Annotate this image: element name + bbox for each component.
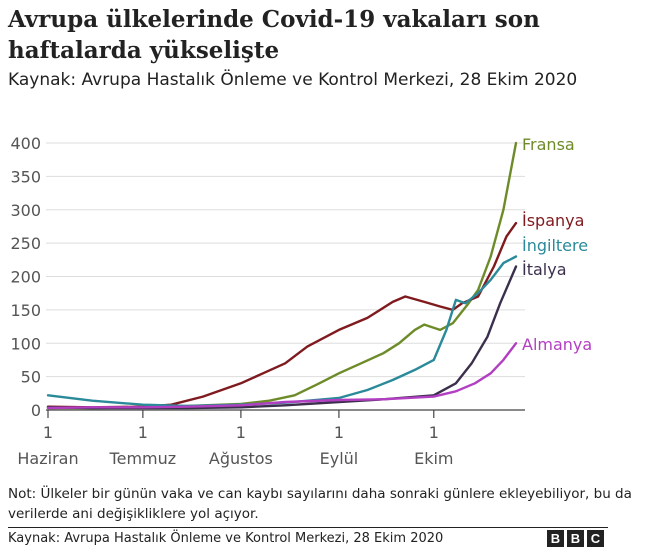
bbc-logo-block: C: [587, 530, 604, 547]
series-label: Fransa: [522, 135, 575, 154]
x-tick-month: Haziran: [17, 449, 78, 468]
x-tick-day: 1: [138, 423, 148, 442]
x-axis: 1 Haziran 1 Temmuz 1 Ağustos 1 Eylül 1 Ekim: [17, 410, 453, 468]
x-tick-month: Ağustos: [209, 449, 273, 468]
series-label: İspanya: [522, 211, 584, 230]
x-tick-day: 1: [334, 423, 344, 442]
grid-lines: [46, 142, 525, 411]
series-line-almanya: [46, 342, 518, 410]
y-tick-label: 100: [10, 334, 41, 353]
series-label: İtalya: [522, 260, 567, 279]
series-labels: Fransa İspanya İngiltere İtalya Almanya: [522, 135, 592, 354]
x-tick-month: Ekim: [414, 449, 453, 468]
y-tick-label: 50: [21, 368, 41, 387]
x-tick-day: 1: [429, 423, 439, 442]
chart-title: Avrupa ülkelerinde Covid-19 vakaları son…: [8, 6, 540, 64]
footnote: Not: Ülkeler bir günün vaka ve can kaybı…: [8, 486, 632, 522]
series-line-i̇talya: [46, 265, 518, 410]
series-line-i̇spanya: [46, 221, 518, 409]
x-tick-month: Temmuz: [109, 449, 177, 468]
x-tick-day: 1: [43, 423, 53, 442]
series-line-fransa: [46, 141, 518, 410]
line-chart: 0 50 100 150 200 250 300 350 400 1 Haziran 1 Temmuz…: [10, 134, 592, 468]
y-tick-label: 350: [10, 167, 41, 186]
footer-divider: [8, 527, 608, 528]
series-label: İngiltere: [522, 236, 588, 255]
y-tick-label: 400: [10, 134, 41, 153]
y-tick-label: 200: [10, 268, 41, 287]
x-tick-day: 1: [236, 423, 246, 442]
bbc-logo-block: B: [567, 530, 584, 547]
y-tick-label: 300: [10, 201, 41, 220]
y-tick-label: 0: [31, 401, 41, 420]
chart-subtitle: Kaynak: Avrupa Hastalık Önleme ve Kontro…: [8, 70, 578, 90]
bbc-logo-block: B: [547, 530, 564, 547]
series-label: Almanya: [522, 335, 592, 354]
bbc-logo: B B C: [547, 530, 604, 547]
y-tick-label: 250: [10, 234, 41, 253]
x-tick-month: Eylül: [320, 449, 359, 468]
y-axis: 0 50 100 150 200 250 300 350 400: [10, 134, 41, 420]
y-tick-label: 150: [10, 301, 41, 320]
series-line-i̇ngiltere: [46, 255, 518, 408]
series-lines: [46, 141, 518, 410]
source-credit: Kaynak: Avrupa Hastalık Önleme ve Kontro…: [8, 531, 444, 546]
